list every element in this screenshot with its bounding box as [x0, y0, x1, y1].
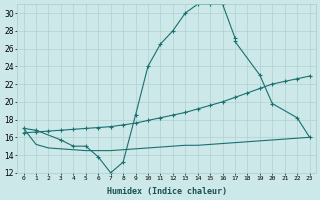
X-axis label: Humidex (Indice chaleur): Humidex (Indice chaleur): [107, 187, 227, 196]
